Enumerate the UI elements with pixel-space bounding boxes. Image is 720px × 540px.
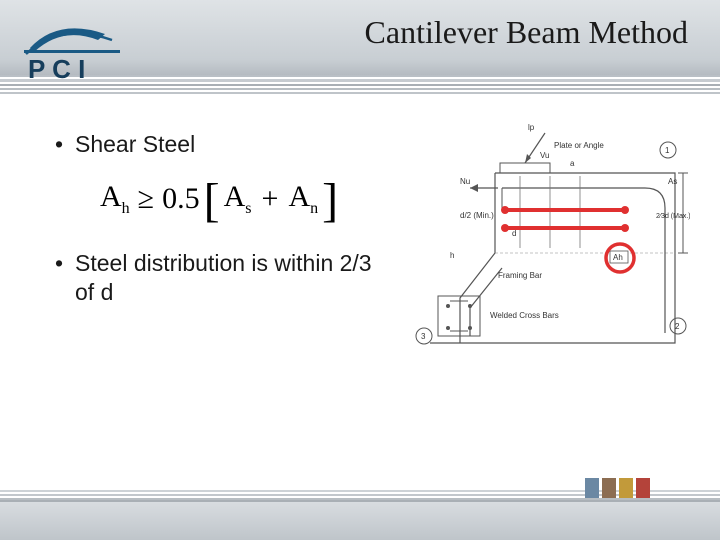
label-d2: d/2 (Min.) xyxy=(460,211,494,220)
label-lp: lp xyxy=(528,123,535,132)
red-dot xyxy=(501,206,509,214)
bullet-1-text: Shear Steel xyxy=(75,130,195,159)
label-Ah: Ah xyxy=(613,253,623,262)
bullet-dot-icon: • xyxy=(55,130,75,159)
slide: P C I Cantilever Beam Method • Shear Ste… xyxy=(0,0,720,540)
footer-bar xyxy=(0,500,720,540)
formula-plus: + xyxy=(256,182,285,216)
color-block xyxy=(619,478,633,498)
formula-t1-var: A xyxy=(224,180,246,213)
logo-text: P C I xyxy=(28,54,85,84)
label-plate: Plate or Angle xyxy=(554,141,604,150)
label-framing: Framing Bar xyxy=(498,271,542,280)
label-vu: Vu xyxy=(540,151,550,160)
color-block xyxy=(636,478,650,498)
label-a: a xyxy=(570,159,575,168)
formula-lhs-var: A xyxy=(100,180,122,213)
red-dot xyxy=(501,224,509,232)
formula-rel: ≥ xyxy=(134,182,158,216)
callout-2: 2 xyxy=(675,322,680,331)
bullet-dot-icon: • xyxy=(55,249,75,278)
bracket-left-icon: [ xyxy=(204,186,220,216)
bullet-2-text: Steel distribution is within 2/3 of d xyxy=(75,249,375,307)
color-block xyxy=(602,478,616,498)
red-dot xyxy=(621,224,629,232)
label-As: As xyxy=(668,177,677,186)
label-welded: Welded Cross Bars xyxy=(490,311,559,320)
formula-lhs-sub: h xyxy=(122,200,130,217)
red-dot xyxy=(621,206,629,214)
label-23d: 2⁄3d (Max.) xyxy=(656,213,690,220)
formula-t1-sub: s xyxy=(245,200,251,217)
callout-3: 3 xyxy=(421,332,426,341)
footer-color-blocks xyxy=(585,478,650,498)
bracket-right-icon: ] xyxy=(322,186,338,216)
formula-t2-sub: n xyxy=(310,200,318,217)
formula: Ah ≥ 0.5 [ As + An ] xyxy=(100,180,338,218)
pci-logo: P C I xyxy=(20,20,140,85)
label-d: d xyxy=(512,229,516,238)
label-nu: Nu xyxy=(460,177,470,186)
formula-coeff: 0.5 xyxy=(162,182,200,216)
callout-1: 1 xyxy=(665,146,670,155)
color-block xyxy=(585,478,599,498)
dapped-end-diagram: lp Plate or Angle Vu a Nu As d/2 (Min.) … xyxy=(410,118,690,348)
slide-title: Cantilever Beam Method xyxy=(365,14,688,51)
label-h: h xyxy=(450,251,454,260)
formula-t2-var: A xyxy=(288,180,310,213)
